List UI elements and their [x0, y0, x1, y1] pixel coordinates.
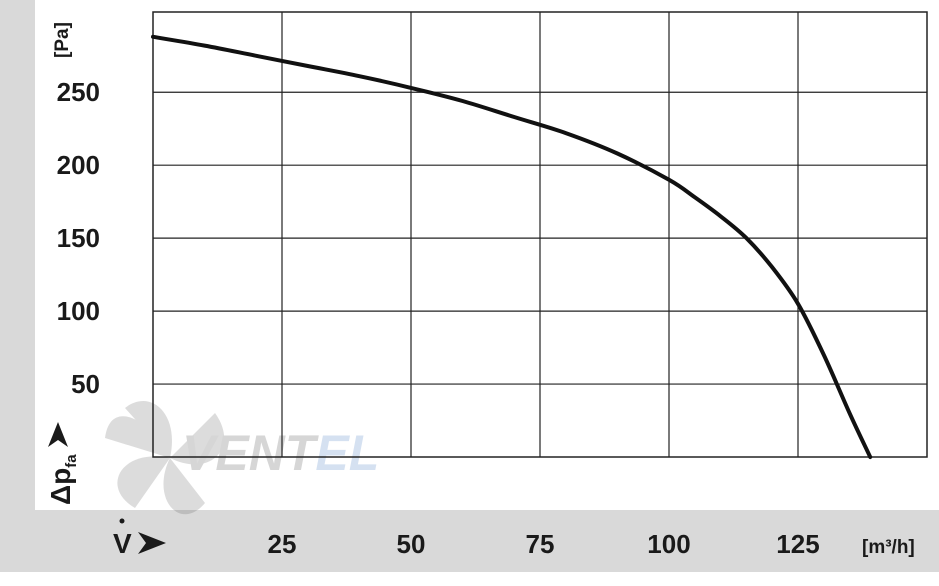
x-axis-unit: [m³/h] [862, 537, 915, 558]
y-tick-label: 200 [57, 150, 100, 180]
y-axis-arrow-icon [48, 422, 68, 447]
y-tick-label: 250 [57, 77, 100, 107]
x-axis-symbol: V [113, 528, 132, 559]
x-axis-dot-icon [119, 518, 125, 524]
x-tick-label: 75 [526, 529, 555, 559]
y-tick-label: 150 [57, 223, 100, 253]
pressure-curve-line [151, 34, 873, 459]
y-axis-unit: [Pa] [52, 22, 73, 58]
x-tick-label: 100 [647, 529, 690, 559]
x-tick-label: 125 [776, 529, 819, 559]
svg-text:Δpfa: Δpfa [45, 454, 80, 505]
x-tick-label: 25 [268, 529, 297, 559]
fan-logo-icon [105, 401, 225, 515]
y-axis-subscript: fa [63, 454, 80, 468]
svg-text:VENTEL: VENTEL [182, 425, 379, 481]
y-tick-label: 100 [57, 296, 100, 326]
x-tick-label: 50 [397, 529, 426, 559]
watermark-text-dark: VENT [182, 425, 320, 481]
watermark-text-blue: EL [315, 425, 379, 481]
x-axis-arrow-icon [138, 532, 166, 554]
y-tick-label: 50 [71, 369, 100, 399]
vertical-gridlines [281, 12, 799, 457]
y-axis-band [0, 0, 35, 510]
ventel-watermark: VENTEL [105, 401, 379, 515]
horizontal-gridlines [153, 91, 927, 385]
x-tick-labels: 25 50 75 100 125 [268, 529, 820, 559]
y-tick-labels: 50 100 150 200 250 [57, 77, 100, 399]
y-axis-symbol: Δpfa [45, 454, 80, 505]
y-axis-symbol-main: Δp [45, 468, 76, 505]
